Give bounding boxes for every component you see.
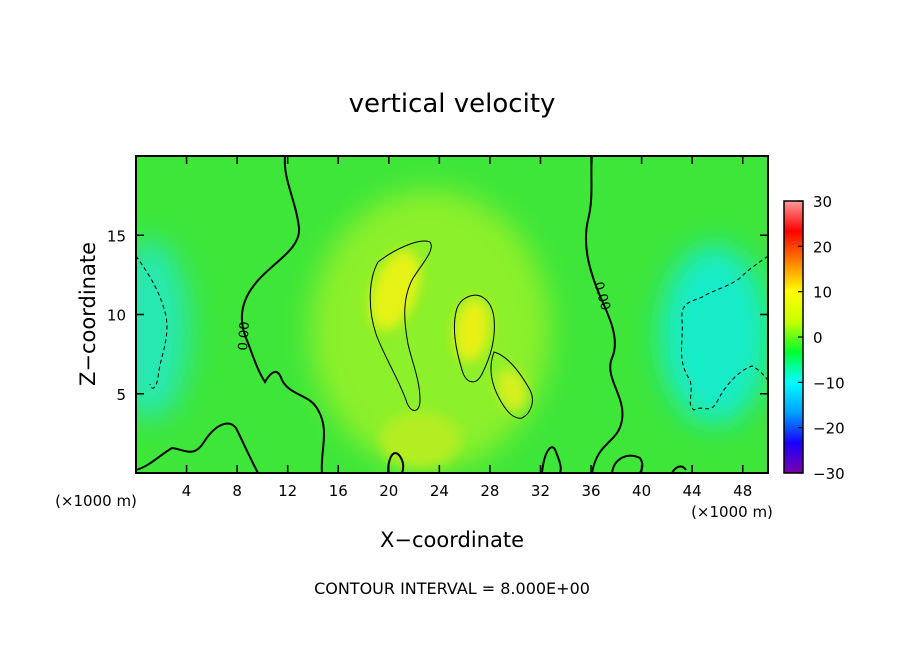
y-axis-ticks: 5 10 15	[107, 227, 768, 404]
colorbar-tick-label: −10	[813, 374, 845, 392]
x-tick-label: 40	[632, 482, 651, 500]
y-tick-label: 10	[107, 307, 126, 325]
downdraft-right-shade	[660, 245, 768, 425]
y-tick-label: 5	[116, 386, 126, 404]
zero-contour-loop-b	[541, 446, 562, 473]
x-axis-ticks: 4 8 12 16 20 24 28 32 36 40 44 48	[182, 156, 752, 500]
x-tick-label: 4	[182, 482, 192, 500]
zero-contour-left-base	[136, 422, 259, 473]
zero-contour-right	[584, 156, 624, 473]
x-axis-label: X−coordinate	[380, 528, 524, 552]
chart-title: vertical velocity	[349, 89, 556, 119]
zero-contour-loop-d	[671, 465, 687, 473]
updraft-envelope-shade	[310, 190, 550, 470]
x-tick-label: 48	[733, 482, 752, 500]
colorbar-tick-label: 0	[813, 329, 823, 347]
updraft-lower-shade	[496, 368, 528, 412]
x-tick-label: 36	[581, 482, 600, 500]
x-unit-label-right: (×1000 m)	[691, 503, 773, 521]
positive-contour-lower	[490, 351, 533, 419]
zero-contour-loop-a	[387, 452, 405, 473]
colorbar-ticks: 30 20 10 0 −10 −20 −30	[798, 193, 845, 483]
x-unit-label-left: (×1000 m)	[55, 492, 137, 510]
downdraft-left-shade	[136, 240, 190, 420]
zero-contour-left	[240, 156, 325, 473]
field-shading: 0.00 0.00	[136, 156, 768, 473]
updraft-upper-shade	[369, 249, 421, 331]
x-tick-label: 20	[379, 482, 398, 500]
colorbar-tick-label: 10	[813, 284, 832, 302]
y-tick-label: 15	[107, 227, 126, 245]
x-tick-label: 16	[329, 482, 348, 500]
x-tick-label: 12	[278, 482, 297, 500]
positive-contour-middle	[453, 294, 495, 383]
contour-interval-note: CONTOUR INTERVAL = 8.000E+00	[314, 579, 590, 598]
negative-contour-right	[681, 255, 768, 411]
colorbar-tick-label: −30	[813, 465, 845, 483]
x-tick-label: 24	[430, 482, 449, 500]
colorbar-tick-label: −20	[813, 420, 845, 438]
x-tick-label: 8	[232, 482, 242, 500]
contour-label-left: 0.00	[236, 321, 253, 351]
x-tick-label: 44	[683, 482, 702, 500]
y-axis-label: Z−coordinate	[76, 242, 100, 386]
colorbar-tick-label: 30	[813, 193, 832, 211]
negative-contour-left	[136, 255, 168, 389]
updraft-middle-shade	[453, 298, 491, 362]
colorbar-tick-label: 20	[813, 238, 832, 256]
contour-lines	[136, 156, 768, 473]
contour-label-group-left: 0.00	[236, 321, 253, 351]
low-level-shade	[380, 412, 460, 468]
positive-contour-upper	[369, 240, 432, 411]
x-tick-label: 32	[531, 482, 550, 500]
x-tick-label: 28	[480, 482, 499, 500]
